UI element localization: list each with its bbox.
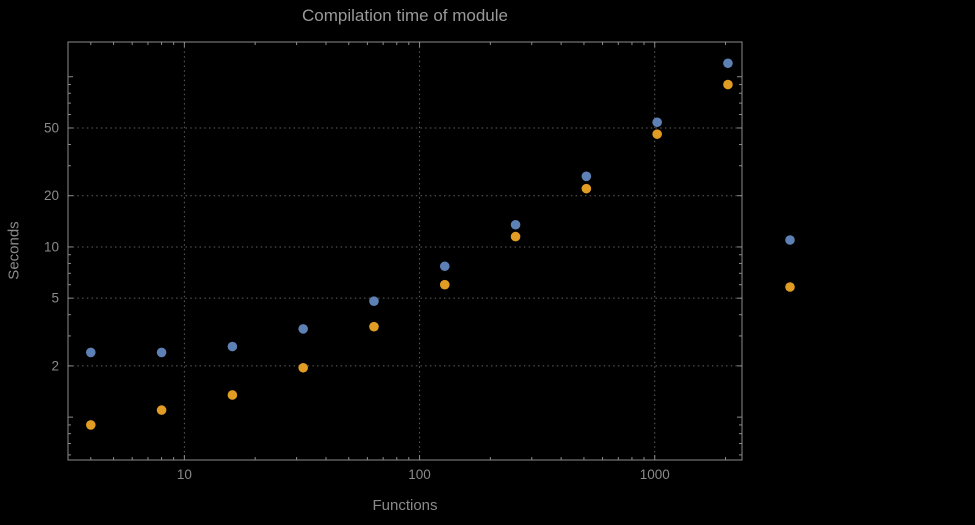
data-point-series-2: [510, 231, 521, 242]
x-tick-label: 10: [177, 467, 192, 482]
y-tick-label: 10: [44, 239, 59, 254]
legend-marker-series-2: [785, 282, 795, 292]
data-point-series-1: [369, 296, 379, 306]
data-point-series-1: [85, 347, 96, 358]
legend-marker-series-1: [785, 235, 795, 245]
y-tick-label: 50: [44, 120, 59, 135]
data-point-series-2: [85, 420, 96, 430]
data-point-series-2: [723, 79, 733, 90]
y-tick-label: 20: [44, 188, 59, 203]
data-point-series-2: [652, 129, 662, 139]
chart-title: Compilation time of module: [302, 6, 508, 25]
data-point-series-1: [298, 324, 308, 334]
data-point-series-1: [439, 261, 450, 272]
x-tick-label: 1000: [640, 467, 670, 482]
data-point-series-1: [581, 171, 592, 182]
data-point-series-1: [227, 341, 238, 352]
x-axis-label: Functions: [372, 497, 438, 514]
data-point-series-2: [369, 321, 379, 332]
plot-frame: [67, 41, 743, 461]
data-point-series-1: [510, 219, 521, 230]
data-point-series-2: [156, 405, 167, 415]
data-point-series-1: [723, 58, 733, 69]
data-point-series-2: [581, 183, 592, 194]
data-point-series-2: [227, 390, 238, 400]
y-tick-label: 5: [51, 291, 59, 306]
data-point-series-1: [156, 347, 167, 358]
data-point-series-2: [439, 279, 450, 290]
y-tick-label: 2: [51, 358, 59, 373]
x-tick-label: 100: [408, 467, 431, 482]
data-point-series-1: [652, 117, 662, 128]
data-point-series-2: [298, 362, 308, 373]
